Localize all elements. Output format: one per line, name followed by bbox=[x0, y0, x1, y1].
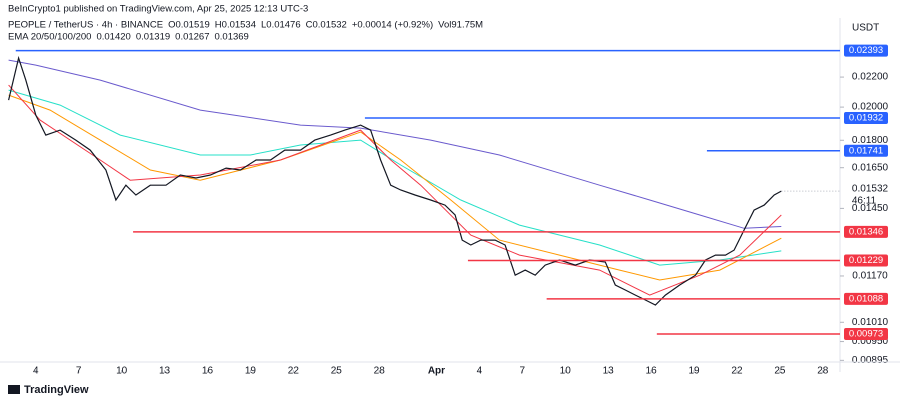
level-label: 0.01088 bbox=[849, 293, 883, 304]
header-text: PEOPLE / TetherUS · 4h · BINANCE bbox=[8, 20, 163, 31]
ema-legend-value: 0.01267 bbox=[175, 32, 209, 43]
x-tick-label: 13 bbox=[159, 366, 171, 377]
x-tick-label: 28 bbox=[817, 366, 829, 377]
series-line bbox=[8, 55, 782, 306]
header-text: C0.01532 bbox=[306, 20, 347, 31]
y-tick-label: 0.01010 bbox=[852, 317, 889, 328]
ema-legend-value: 0.01420 bbox=[96, 32, 130, 43]
y-tick-label: 0.00895 bbox=[852, 355, 889, 366]
header-text: H0.01534 bbox=[215, 20, 256, 31]
x-tick-label: 7 bbox=[76, 366, 82, 377]
series-line bbox=[8, 84, 782, 296]
x-tick-label: 13 bbox=[603, 366, 615, 377]
x-tick-label: 28 bbox=[374, 366, 386, 377]
y-tick-label: 0.01650 bbox=[852, 162, 889, 173]
x-tick-label: 22 bbox=[731, 366, 743, 377]
header-text: Vol91.75M bbox=[438, 20, 483, 31]
ema-legend-value: 0.01319 bbox=[136, 32, 170, 43]
publisher: BeInCrypto1 published on TradingView.com… bbox=[8, 4, 308, 15]
y-tick-label: 0.01450 bbox=[852, 203, 889, 214]
header-text: +0.00014 (+0.92%) bbox=[352, 20, 433, 31]
x-tick-label: 10 bbox=[560, 366, 572, 377]
header-text: L0.01476 bbox=[261, 20, 301, 31]
y-tick-label: 0.02200 bbox=[852, 72, 889, 83]
countdown: 46:11 bbox=[852, 196, 877, 207]
y-tick-label: 0.00950 bbox=[852, 336, 889, 347]
x-tick-label: 4 bbox=[477, 366, 483, 377]
level-badge bbox=[844, 328, 888, 341]
x-tick-label: 10 bbox=[116, 366, 128, 377]
x-tick-label: 4 bbox=[33, 366, 39, 377]
level-badge bbox=[844, 292, 888, 305]
x-tick-label: 7 bbox=[520, 366, 526, 377]
y-tick-label: 0.01800 bbox=[852, 135, 889, 146]
level-badge bbox=[844, 254, 888, 267]
x-tick-label: Apr bbox=[428, 366, 445, 377]
series-line bbox=[8, 59, 782, 229]
currency: USDT bbox=[852, 23, 879, 34]
level-label: 0.00973 bbox=[849, 329, 883, 340]
ema-legend-title: EMA 20/50/100/200 bbox=[8, 32, 91, 43]
last-price-label: 0.01532 bbox=[852, 184, 889, 195]
level-label: 0.02393 bbox=[849, 45, 883, 56]
x-tick-label: 19 bbox=[688, 366, 700, 377]
x-tick-label: 25 bbox=[331, 366, 343, 377]
x-tick-label: 19 bbox=[245, 366, 257, 377]
header-text: O0.01519 bbox=[168, 20, 210, 31]
brand: TradingView bbox=[24, 384, 89, 396]
y-tick-label: 0.01170 bbox=[852, 271, 888, 282]
level-label: 0.01741 bbox=[849, 145, 883, 156]
level-badge bbox=[844, 112, 888, 125]
x-tick-label: 25 bbox=[774, 366, 786, 377]
y-tick-label: 0.02000 bbox=[852, 102, 889, 113]
level-label: 0.01229 bbox=[849, 255, 883, 266]
level-badge bbox=[844, 225, 888, 238]
level-label: 0.01346 bbox=[849, 226, 883, 237]
x-tick-label: 22 bbox=[288, 366, 300, 377]
series-line bbox=[8, 89, 782, 266]
ema-legend-value: 0.01369 bbox=[215, 32, 249, 43]
level-label: 0.01932 bbox=[849, 113, 883, 124]
x-tick-label: 16 bbox=[202, 366, 214, 377]
level-badge bbox=[844, 44, 888, 57]
brand-logo bbox=[8, 385, 20, 394]
x-tick-label: 16 bbox=[646, 366, 658, 377]
level-badge bbox=[844, 144, 888, 157]
series-line bbox=[8, 94, 782, 281]
